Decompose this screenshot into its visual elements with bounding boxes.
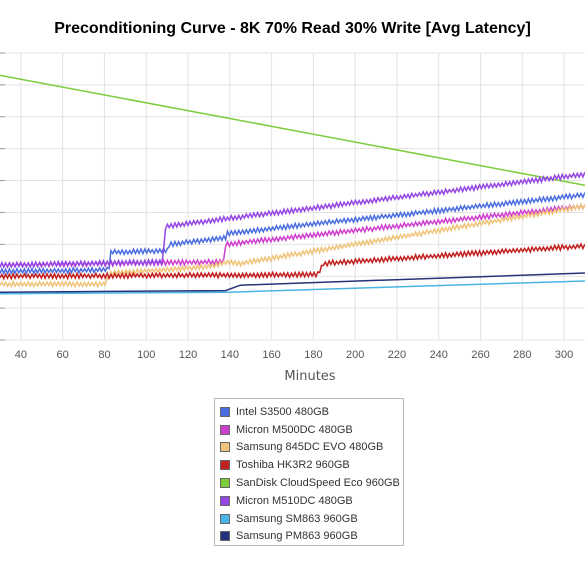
- legend-item: Micron M500DC 480GB: [215, 421, 403, 439]
- x-tick-label: 260: [471, 349, 489, 361]
- chart-title: Preconditioning Curve - 8K 70% Read 30% …: [54, 20, 531, 37]
- legend-swatch: [220, 531, 230, 542]
- legend-swatch: [220, 478, 230, 489]
- series-line-samsung-pm863-960gb: [0, 272, 585, 293]
- legend-label: Micron M500DC 480GB: [236, 423, 353, 436]
- x-tick-label: 120: [179, 349, 197, 361]
- legend-label: Toshiba HK3R2 960GB: [236, 459, 350, 472]
- x-axis-label: Minutes: [284, 369, 336, 384]
- legend-item: Micron M510DC 480GB: [215, 492, 403, 510]
- x-tick-label: 200: [346, 349, 364, 361]
- legend-item: Samsung 845DC EVO 480GB: [215, 439, 403, 457]
- series-line-samsung-sm863-960gb: [0, 280, 585, 295]
- series-line-toshiba-hk3r2-960gb: [0, 242, 585, 281]
- legend-item: Samsung PM863 960GB: [215, 528, 403, 546]
- x-tick-label: 280: [513, 349, 531, 361]
- legend-swatch: [220, 460, 230, 471]
- legend-label: Intel S3500 480GB: [236, 405, 329, 418]
- series-line-samsung-845dc-evo-480gb: [0, 202, 585, 289]
- x-tick-label: 300: [555, 349, 573, 361]
- legend-item: SanDisk CloudSpeed Eco 960GB: [215, 474, 403, 492]
- series-line-sandisk-cloudspeed-eco-960gb: [0, 74, 585, 187]
- x-tick-label: 140: [221, 349, 239, 361]
- series-line-micron-m500dc-480gb: [0, 203, 585, 269]
- series-line-intel-s3500-480gb: [0, 191, 585, 276]
- legend-swatch: [220, 513, 230, 524]
- legend-swatch: [220, 424, 230, 435]
- x-tick-label: 100: [137, 349, 155, 361]
- series-line-micron-m510dc-480gb: [0, 171, 585, 269]
- legend-label: Samsung 845DC EVO 480GB: [236, 441, 384, 454]
- legend-item: Samsung SM863 960GB: [215, 510, 403, 528]
- legend-label: Samsung PM863 960GB: [236, 530, 358, 543]
- x-tick-label: 240: [430, 349, 448, 361]
- legend-item: Toshiba HK3R2 960GB: [215, 456, 403, 474]
- legend-label: Samsung SM863 960GB: [236, 512, 358, 525]
- legend-swatch: [220, 495, 230, 506]
- x-tick-label: 160: [262, 349, 280, 361]
- x-tick-label: 220: [388, 349, 406, 361]
- x-tick-label: 180: [304, 349, 322, 361]
- legend-label: Micron M510DC 480GB: [236, 494, 353, 507]
- x-tick-label: 80: [98, 349, 110, 361]
- x-tick-label: 60: [57, 349, 69, 361]
- legend-swatch: [220, 406, 230, 417]
- legend-item: Intel S3500 480GB: [215, 403, 403, 421]
- x-tick-label: 40: [15, 349, 27, 361]
- legend-label: SanDisk CloudSpeed Eco 960GB: [236, 477, 400, 490]
- legend: Intel S3500 480GB Micron M500DC 480GB Sams…: [214, 398, 404, 546]
- legend-swatch: [220, 442, 230, 453]
